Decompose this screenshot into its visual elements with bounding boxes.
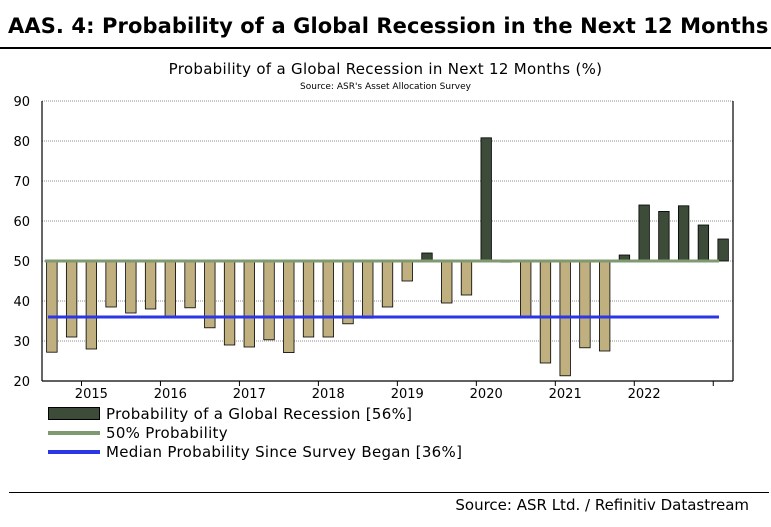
y-tick-label: 50 xyxy=(13,255,30,270)
bar xyxy=(342,260,354,325)
legend-item-median: Median Probability Since Survey Began [3… xyxy=(48,442,462,461)
x-tick-label: 2016 xyxy=(154,387,187,402)
bar xyxy=(302,260,315,338)
x-tick-label: 2015 xyxy=(75,387,108,402)
x-tick-label: 2021 xyxy=(549,387,582,402)
legend-item-recession-probability: Probability of a Global Recession [56%] xyxy=(48,404,462,423)
reference-lines xyxy=(45,259,719,319)
legend-swatch-threshold-line xyxy=(48,430,100,435)
bar xyxy=(638,204,650,262)
x-tick-label: 2018 xyxy=(312,387,345,402)
bar xyxy=(520,260,532,318)
bar xyxy=(579,260,591,349)
bar xyxy=(144,260,157,310)
chart-subtitle: Source: ASR's Asset Allocation Survey xyxy=(300,82,471,92)
bar xyxy=(65,260,78,338)
y-axis-ticks: 20 30 40 50 60 70 80 90 xyxy=(13,95,30,390)
legend-swatch-median-line xyxy=(48,449,100,454)
source-footer: Source: ASR Ltd. / Refinitiv Datastream xyxy=(455,496,749,514)
legend-item-50-percent: 50% Probability xyxy=(48,423,462,442)
x-axis-ticks: 2015 2016 2017 2018 2019 2020 2021 2022 xyxy=(75,381,714,402)
x-tick-label: 2022 xyxy=(628,387,661,402)
y-tick-label: 70 xyxy=(13,175,30,190)
exhibit-title: AAS. 4: Probability of a Global Recessio… xyxy=(8,14,769,38)
y-tick-label: 60 xyxy=(13,215,30,230)
bar xyxy=(441,260,453,304)
bar xyxy=(697,224,710,262)
legend-label: Probability of a Global Recession [56%] xyxy=(106,404,413,423)
bar xyxy=(243,260,255,348)
bar xyxy=(362,260,374,319)
bar xyxy=(381,260,394,308)
chart-title: Probability of a Global Recession in Nex… xyxy=(168,60,603,78)
bar xyxy=(283,260,295,353)
y-tick-label: 90 xyxy=(13,95,30,110)
bar xyxy=(677,205,690,262)
bar xyxy=(460,260,473,296)
bars xyxy=(46,137,729,377)
bottom-divider xyxy=(9,492,769,493)
y-tick-label: 40 xyxy=(13,295,30,310)
bar xyxy=(263,260,275,341)
legend-label: 50% Probability xyxy=(106,423,228,442)
bar xyxy=(125,260,137,314)
top-divider xyxy=(0,47,771,49)
bar xyxy=(85,260,98,350)
x-tick-label: 2017 xyxy=(233,387,266,402)
bar xyxy=(105,260,117,308)
bar xyxy=(322,260,334,338)
bar xyxy=(164,260,176,318)
bar xyxy=(184,260,196,309)
x-tick-label: 2020 xyxy=(470,387,503,402)
y-tick-label: 20 xyxy=(13,375,30,390)
bar xyxy=(658,210,670,262)
legend-swatch-bars xyxy=(48,407,100,420)
y-tick-label: 80 xyxy=(13,135,30,150)
bar xyxy=(539,260,552,364)
y-tick-label: 30 xyxy=(13,335,30,350)
legend-label: Median Probability Since Survey Began [3… xyxy=(106,442,463,461)
x-tick-label: 2019 xyxy=(391,387,424,402)
bar xyxy=(46,260,58,353)
bar xyxy=(717,238,729,262)
axes xyxy=(41,101,734,382)
bar xyxy=(223,260,236,346)
legend: Probability of a Global Recession [56%] … xyxy=(48,404,462,461)
bar xyxy=(480,137,492,262)
bar xyxy=(401,260,413,282)
bar xyxy=(599,260,611,352)
